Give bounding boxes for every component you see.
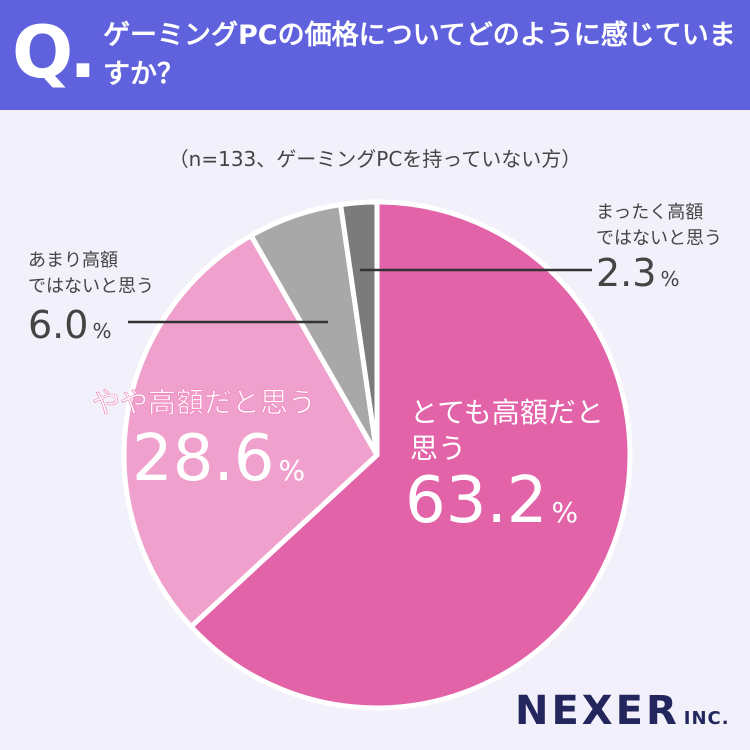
slice-value: 28.6% <box>132 422 305 496</box>
slice-label: とても高額だと <box>410 396 604 429</box>
pie-slice <box>121 233 380 630</box>
slice-label: ではないと思う <box>28 276 154 297</box>
logo-main-text: NEXER <box>515 688 680 734</box>
slice-label: まったく高額 <box>596 202 703 223</box>
pie-slice <box>338 199 380 458</box>
nexer-logo: NEXER INC. <box>515 688 730 734</box>
chart-subtitle: （n=133、ゲーミングPCを持っていない方） <box>169 147 582 171</box>
slice-value: 63.2% <box>405 464 578 538</box>
slice-value: 2.3% <box>596 251 679 295</box>
slice-value: 6.0% <box>28 303 111 347</box>
question-text: ゲーミングPCの価格についてどのように感じていますか？ <box>103 20 736 90</box>
pie-slice <box>188 199 633 711</box>
slice-label: やや高額だと思う <box>92 386 316 419</box>
pie-slices <box>121 199 633 711</box>
logo-sub-text: INC. <box>683 708 730 729</box>
q-mark: Q. <box>12 10 97 94</box>
slice-label: あまり高額 <box>28 250 118 271</box>
slice-label: ではないと思う <box>596 228 722 249</box>
question-header: Q. ゲーミングPCの価格についてどのように感じていますか？ <box>0 0 750 110</box>
slice-label: 思う <box>410 432 466 465</box>
